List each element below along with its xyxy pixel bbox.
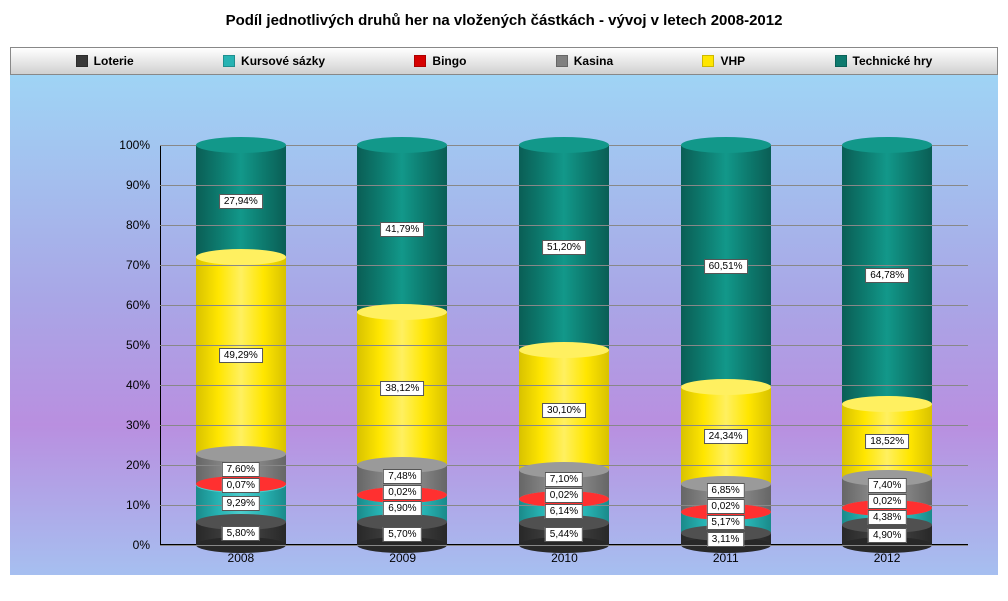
plot-area: 5,80% 9,29% 0,07%7,60% 49,29% 27,94% 5,70% 6,9… <box>160 145 968 545</box>
data-label: 51,20% <box>542 240 586 255</box>
data-label: 4,38% <box>868 510 906 525</box>
legend: Loterie Kursové sázky Bingo Kasina VHP Techni… <box>10 47 998 75</box>
legend-swatch <box>702 55 714 67</box>
x-tick-label: 2011 <box>713 551 739 565</box>
data-label: 49,29% <box>219 348 263 363</box>
data-label: 4,90% <box>868 528 906 543</box>
data-label: 7,60% <box>222 462 260 477</box>
data-label: 41,79% <box>380 222 424 237</box>
y-tick-label: 100% <box>110 138 150 152</box>
legend-item: Technické hry <box>835 54 933 68</box>
legend-swatch <box>835 55 847 67</box>
data-label: 0,02% <box>868 494 906 509</box>
data-label: 0,07% <box>222 478 260 493</box>
data-label: 5,80% <box>222 526 260 541</box>
y-tick-label: 70% <box>110 258 150 272</box>
segment-top <box>196 249 286 265</box>
grid-line <box>160 385 968 386</box>
chart-title: Podíl jednotlivých druhů her na vloženýc… <box>0 0 1008 29</box>
segment-top <box>681 379 771 395</box>
legend-swatch <box>76 55 88 67</box>
data-label: 24,34% <box>704 429 748 444</box>
y-tick-label: 20% <box>110 458 150 472</box>
data-label: 6,85% <box>706 483 744 498</box>
chart-container: Podíl jednotlivých druhů her na vloženýc… <box>0 0 1008 601</box>
segment-top <box>842 137 932 153</box>
y-tick-label: 50% <box>110 338 150 352</box>
x-labels: 2008 2009 2010 2011 2012 <box>160 551 968 565</box>
data-label: 9,29% <box>222 496 260 511</box>
y-tick-label: 60% <box>110 298 150 312</box>
data-label: 5,17% <box>706 515 744 530</box>
legend-label: Kasina <box>574 54 613 68</box>
grid-line <box>160 545 968 546</box>
chart-area: 5,80% 9,29% 0,07%7,60% 49,29% 27,94% 5,70% 6,9… <box>10 75 998 575</box>
legend-swatch <box>223 55 235 67</box>
data-label: 6,90% <box>383 501 421 516</box>
segment-top <box>519 137 609 153</box>
x-tick-label: 2010 <box>551 551 578 565</box>
data-label: 30,10% <box>542 403 586 418</box>
data-label: 7,48% <box>383 469 421 484</box>
grid-line <box>160 225 968 226</box>
data-label: 0,02% <box>706 499 744 514</box>
legend-item: VHP <box>702 54 745 68</box>
y-tick-label: 30% <box>110 418 150 432</box>
data-label: 64,78% <box>865 268 909 283</box>
segment-top <box>196 446 286 462</box>
data-label: 60,51% <box>704 259 748 274</box>
data-label: 5,44% <box>545 527 583 542</box>
grid-line <box>160 305 968 306</box>
legend-item: Bingo <box>414 54 466 68</box>
data-label: 3,11% <box>707 532 745 547</box>
data-label: 7,10% <box>545 472 583 487</box>
legend-label: VHP <box>720 54 745 68</box>
legend-item: Kursové sázky <box>223 54 325 68</box>
segment-top <box>681 137 771 153</box>
y-tick-label: 0% <box>110 538 150 552</box>
y-tick-label: 10% <box>110 498 150 512</box>
data-label: 18,52% <box>865 434 909 449</box>
legend-swatch <box>556 55 568 67</box>
legend-swatch <box>414 55 426 67</box>
legend-label: Loterie <box>94 54 134 68</box>
data-label: 27,94% <box>219 194 263 209</box>
legend-label: Bingo <box>432 54 466 68</box>
data-label: 38,12% <box>380 381 424 396</box>
grid-line <box>160 185 968 186</box>
legend-label: Technické hry <box>853 54 933 68</box>
x-tick-label: 2012 <box>874 551 901 565</box>
grid-line <box>160 265 968 266</box>
grid-line <box>160 425 968 426</box>
data-label: 5,70% <box>383 527 421 542</box>
x-tick-label: 2008 <box>228 551 255 565</box>
data-label: 7,40% <box>868 478 906 493</box>
x-tick-label: 2009 <box>389 551 416 565</box>
bar-group: 5,44% 6,14%0,02%7,10% 30,10% 51,20% <box>519 145 609 545</box>
y-tick-label: 40% <box>110 378 150 392</box>
segment-top <box>357 137 447 153</box>
legend-label: Kursové sázky <box>241 54 325 68</box>
y-tick-label: 90% <box>110 178 150 192</box>
data-label: 0,02% <box>545 488 583 503</box>
segment-top <box>196 137 286 153</box>
data-label: 6,14% <box>545 504 583 519</box>
legend-item: Loterie <box>76 54 134 68</box>
y-tick-label: 80% <box>110 218 150 232</box>
segment-top <box>519 342 609 358</box>
data-label: 0,02% <box>383 485 421 500</box>
legend-item: Kasina <box>556 54 613 68</box>
